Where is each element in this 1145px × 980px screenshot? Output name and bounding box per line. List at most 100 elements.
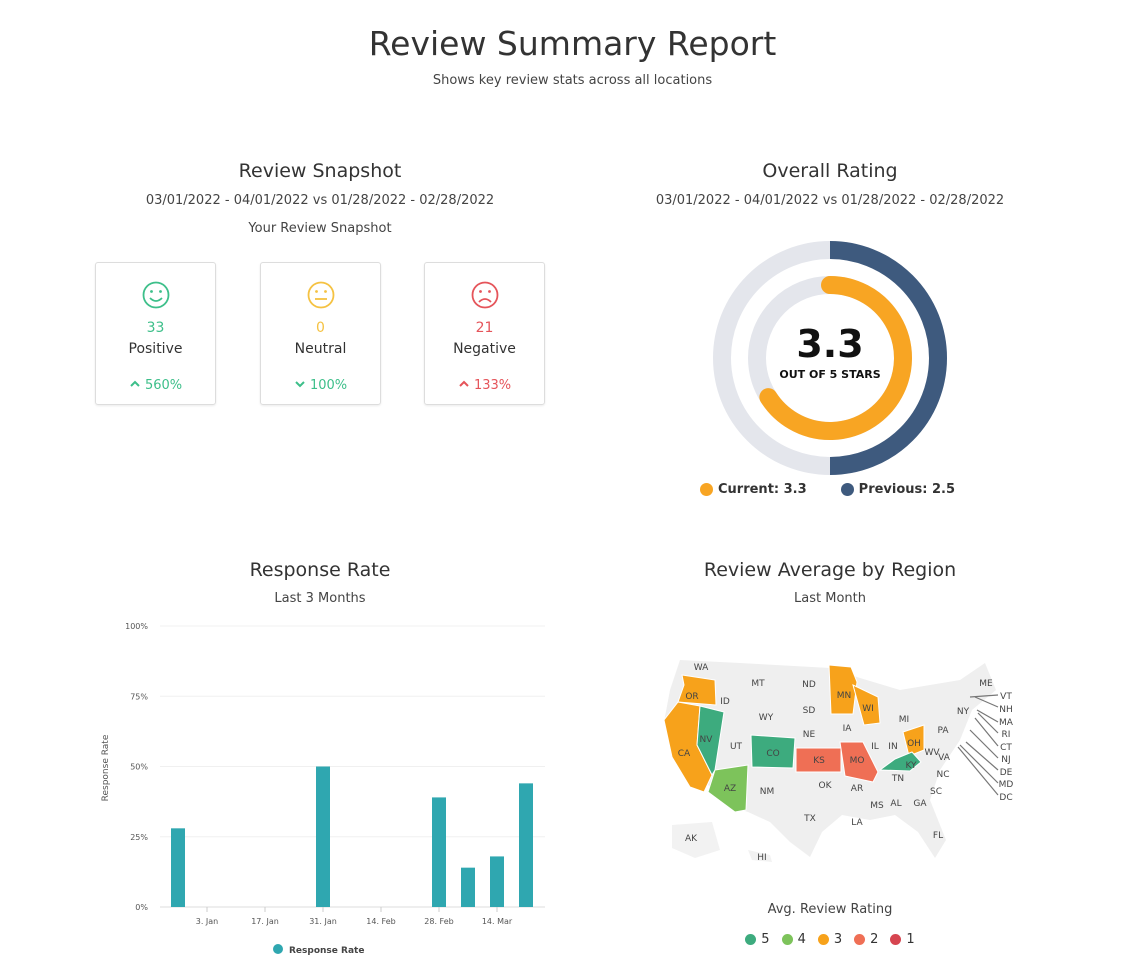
bar-2022-01-31[interactable] [316, 766, 330, 908]
bar-2022-03-14[interactable] [490, 856, 504, 907]
card-count: 21 [475, 320, 494, 336]
state-ks[interactable] [795, 747, 842, 773]
chevron-up-icon [130, 380, 140, 387]
bar-2022-03-21[interactable] [519, 783, 533, 907]
state-wi[interactable] [852, 684, 881, 726]
card-change: 100% [309, 378, 348, 393]
map-legend-label: 3 [833, 932, 843, 947]
state-label-hi: HI [757, 853, 766, 863]
map-legend: 5 4 3 2 1 [680, 930, 980, 949]
region-title: Review Average by Region [703, 559, 957, 581]
state-mn[interactable] [828, 664, 858, 715]
x-tick-label: 17. Jan [251, 917, 279, 926]
x-tick-label: 28. Feb [424, 917, 453, 926]
map-legend-label: 5 [761, 932, 770, 947]
state-az[interactable] [707, 764, 749, 813]
legend-current-label: Current: 3.3 [718, 482, 807, 497]
card-label: Neutral [294, 341, 347, 357]
state-co[interactable] [750, 734, 796, 769]
y-tick-label: 100% [125, 622, 148, 631]
legend-previous-label: Previous: 2.5 [858, 482, 956, 497]
card-count: 33 [146, 320, 165, 336]
state-label-dc: DC [999, 793, 1012, 803]
card-change: 560% [144, 378, 183, 393]
state-label-sd: SD [803, 706, 816, 716]
hawaii-shape [748, 850, 772, 862]
rating-caption: OUT OF 5 STARS [779, 368, 881, 381]
chevron-down-icon [295, 381, 305, 388]
x-tick-label: 14. Feb [366, 917, 395, 926]
legend-current[interactable]: Current: 3.3 [700, 482, 807, 497]
neutral-face-icon [307, 281, 334, 309]
response-title: Response Rate [249, 559, 391, 581]
us-map: WA OR ID MT ND MN WI SD WY NV CA UT CO NE IA KS MO IL IN MI… [663, 660, 1014, 863]
state-label-il: IL [871, 742, 879, 752]
page-subtitle: Shows key review stats across all locati… [432, 73, 713, 88]
state-oh[interactable] [902, 724, 925, 757]
state-label-pa: PA [937, 726, 949, 736]
map-legend-item-4[interactable]: 4 [781, 932, 806, 947]
map-legend-item-3[interactable]: 3 [817, 932, 843, 947]
map-legend-label: 1 [906, 932, 915, 947]
x-tick-label: 14. Mar [482, 917, 513, 926]
state-label-or: OR [685, 692, 698, 702]
state-label-nv: NV [700, 735, 714, 745]
state-label-ga: GA [913, 799, 927, 809]
bar-2022-02-28[interactable] [432, 797, 446, 907]
state-label-mo: MO [850, 756, 865, 766]
y-tick-label: 0% [135, 903, 148, 912]
state-label-ak: AK [685, 834, 698, 844]
series-legend-label[interactable]: Response Rate [289, 946, 364, 956]
legend-dot-icon [817, 934, 829, 945]
state-label-la: LA [851, 818, 863, 828]
state-label-oh: OH [907, 739, 921, 749]
state-label-nm: NM [760, 787, 775, 797]
state-label-mn: MN [837, 691, 852, 701]
bar-2021-12-27[interactable] [171, 828, 185, 907]
northeast-leader-lines [957, 694, 999, 796]
state-label-tn: TN [891, 774, 904, 784]
sad-face-icon [471, 281, 498, 309]
state-ky[interactable] [878, 751, 922, 772]
snapshot-card-neutral: 0 Neutral 100% [260, 262, 381, 405]
y-tick-label: 75% [130, 692, 148, 701]
alaska-shape [672, 822, 720, 858]
map-legend-item-2[interactable]: 2 [854, 932, 878, 947]
state-label-wa: WA [694, 663, 709, 673]
snapshot-caption: Your Review Snapshot [248, 221, 392, 236]
state-or[interactable] [677, 674, 717, 706]
snapshot-date-range: 03/01/2022 - 04/01/2022 vs 01/28/2022 - … [145, 193, 495, 208]
state-label-me: ME [979, 679, 993, 689]
card-count: 0 [316, 320, 325, 336]
state-nv[interactable] [696, 705, 725, 777]
chevron-up-icon [459, 380, 469, 387]
map-legend-item-5[interactable]: 5 [745, 932, 770, 947]
state-label-va: VA [938, 753, 951, 763]
state-label-nj: NJ [1001, 755, 1010, 765]
overall-date-range: 03/01/2022 - 04/01/2022 vs 01/28/2022 - … [655, 193, 1005, 208]
state-label-nh: NH [999, 705, 1013, 715]
card-change: 133% [473, 378, 512, 393]
state-label-tx: TX [803, 814, 816, 824]
y-axis-label: Response Rate [101, 734, 111, 801]
bar-2022-03-07[interactable] [461, 867, 475, 907]
map-legend-item-1[interactable]: 1 [890, 932, 915, 947]
y-tick-label: 25% [130, 833, 148, 842]
state-label-ne: NE [803, 730, 816, 740]
smile-face-icon [142, 281, 169, 309]
state-label-ma: MA [999, 718, 1014, 728]
state-label-md: MD [999, 780, 1014, 790]
state-label-ky: KY [905, 761, 917, 771]
state-label-ms: MS [870, 801, 884, 811]
state-label-mi: MI [899, 715, 909, 725]
state-mo[interactable] [839, 741, 879, 783]
legend-dot-icon [781, 934, 793, 945]
legend-dot-icon [890, 934, 902, 945]
region-subtitle: Last Month [794, 591, 866, 606]
state-label-co: CO [766, 749, 779, 759]
overall-title: Overall Rating [762, 160, 898, 182]
x-tick-label: 31. Jan [309, 917, 337, 926]
state-label-vt: VT [1000, 692, 1012, 702]
state-label-de: DE [1000, 768, 1013, 778]
legend-previous[interactable]: Previous: 2.5 [840, 482, 956, 497]
